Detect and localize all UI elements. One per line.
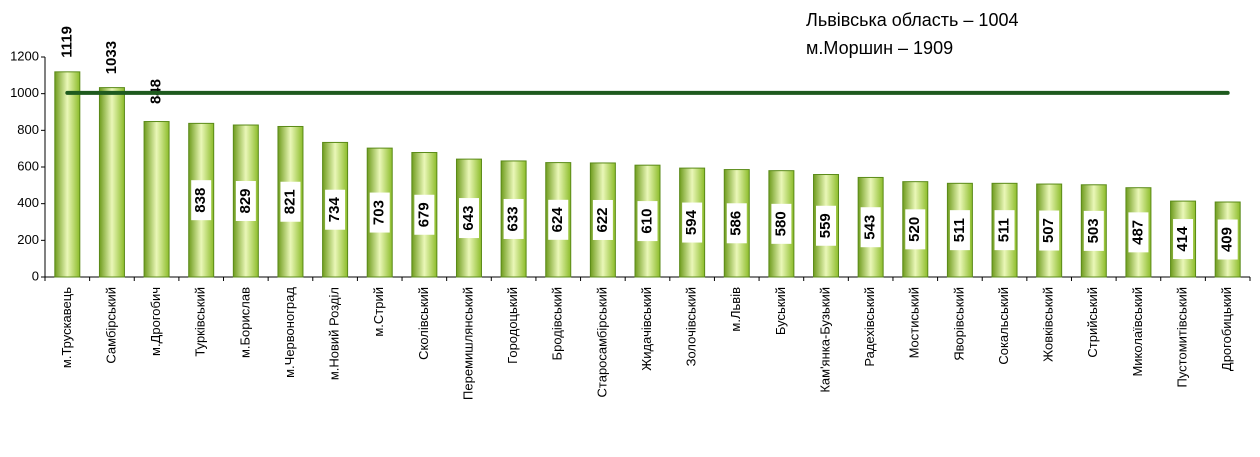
x-tick-label: Сколівський [416, 287, 431, 360]
value-label-bg [994, 210, 1015, 251]
value-label-bg [1217, 219, 1238, 260]
value-label-bg [414, 194, 435, 235]
value-label-bg [1128, 212, 1149, 253]
x-tick-label: м.Стрий [371, 287, 386, 337]
value-label: 580 [772, 211, 789, 236]
value-label-bg [682, 202, 703, 243]
y-tick-label: 1200 [10, 48, 39, 63]
value-label: 414 [1174, 226, 1191, 252]
value-label-bg [1173, 219, 1194, 260]
x-tick-label: Стрийський [1085, 287, 1100, 358]
value-label: 503 [1085, 218, 1102, 243]
x-tick-label: Турківський [193, 287, 208, 357]
y-tick-label: 1000 [10, 85, 39, 100]
value-label: 511 [996, 218, 1013, 242]
value-label: 559 [817, 213, 834, 238]
value-label-bg [548, 199, 569, 240]
x-tick-label: Городоцький [505, 287, 520, 364]
value-label-bg [726, 203, 747, 244]
bar [143, 121, 170, 278]
value-label-bg [280, 181, 301, 222]
value-label-bg [771, 203, 792, 244]
x-tick-label: Яворівський [951, 287, 966, 361]
value-label: 1119 [58, 26, 75, 58]
x-tick-label: Буський [773, 287, 788, 335]
value-label-bg [1083, 210, 1104, 251]
value-label-bg [503, 198, 524, 239]
value-label: 511 [951, 218, 968, 242]
y-tick-label: 0 [32, 268, 39, 283]
value-label: 734 [326, 197, 343, 223]
value-label-bg [1039, 210, 1060, 251]
value-label: 1033 [103, 41, 120, 74]
value-label: 679 [415, 202, 432, 227]
y-tick-label: 400 [17, 195, 39, 210]
y-tick-label: 600 [17, 158, 39, 173]
x-tick-label: м.Борислав [237, 287, 252, 358]
value-label-bg [860, 207, 881, 248]
y-tick-label: 800 [17, 122, 39, 137]
x-tick-label: м.Львів [728, 287, 743, 332]
reference-label: Львівська область – 1004 [806, 10, 1018, 30]
value-label: 409 [1219, 227, 1236, 252]
x-tick-label: Золочівський [684, 287, 699, 366]
value-label: 643 [460, 206, 477, 231]
value-label: 610 [638, 209, 655, 234]
value-label: 821 [281, 189, 298, 214]
value-label: 594 [683, 209, 700, 235]
x-tick-label: Самбірський [103, 287, 118, 364]
value-label-bg [235, 181, 256, 222]
value-label: 622 [594, 207, 611, 232]
value-label: 838 [192, 188, 209, 213]
value-label: 624 [549, 207, 566, 233]
value-label: 703 [371, 200, 388, 225]
x-tick-label: м.Дрогобич [148, 287, 163, 356]
value-label-bg [458, 198, 479, 239]
value-label: 487 [1129, 220, 1146, 245]
bar [54, 71, 81, 278]
value-label-bg [949, 210, 970, 251]
value-label-bg [637, 201, 658, 242]
annotation: м.Моршин – 1909 [806, 38, 953, 58]
value-label: 520 [906, 217, 923, 242]
x-tick-label: Дрогобицький [1219, 287, 1234, 371]
x-tick-label: м.Червоноград [282, 287, 297, 378]
value-label: 586 [728, 211, 745, 236]
x-tick-label: м.Новий Розділ [327, 287, 342, 380]
x-tick-label: Радехівський [862, 287, 877, 367]
x-tick-label: Перемишлянський [460, 287, 475, 400]
x-tick-label: Бродівський [550, 287, 565, 360]
value-label-bg [191, 180, 212, 221]
x-tick-label: м.Трускавець [59, 287, 74, 368]
y-tick-label: 200 [17, 232, 39, 247]
x-tick-label: Кам'янка-Бузький [817, 287, 832, 393]
x-tick-label: Жовківський [1041, 287, 1056, 362]
x-tick-label: Сокальський [996, 287, 1011, 365]
value-label: 543 [862, 215, 879, 240]
value-label-bg [592, 199, 613, 240]
value-label-bg [369, 192, 390, 233]
value-label-bg [325, 189, 346, 230]
value-label-bg [905, 209, 926, 250]
x-tick-label: Жидачівський [639, 287, 654, 371]
bar [98, 87, 125, 278]
value-label: 829 [237, 188, 254, 213]
value-label-bg [816, 205, 837, 246]
x-tick-label: Миколаївський [1130, 287, 1145, 377]
value-label: 507 [1040, 218, 1057, 243]
x-tick-label: Пустомитівський [1174, 287, 1189, 388]
x-tick-label: Мостиський [907, 287, 922, 358]
value-label: 633 [505, 206, 522, 231]
x-tick-label: Старосамбірський [594, 287, 609, 397]
